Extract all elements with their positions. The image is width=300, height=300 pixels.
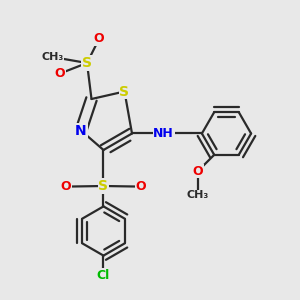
Text: NH: NH (153, 127, 174, 140)
Text: CH₃: CH₃ (187, 190, 209, 200)
Text: O: O (55, 67, 65, 80)
Text: O: O (136, 180, 146, 193)
Text: N: N (75, 124, 87, 137)
Text: S: S (119, 85, 130, 98)
Text: CH₃: CH₃ (41, 52, 64, 62)
Text: O: O (192, 165, 203, 178)
Text: S: S (98, 179, 109, 193)
Text: O: O (61, 180, 71, 193)
Text: Cl: Cl (97, 268, 110, 282)
Text: O: O (94, 32, 104, 46)
Text: S: S (82, 56, 92, 70)
